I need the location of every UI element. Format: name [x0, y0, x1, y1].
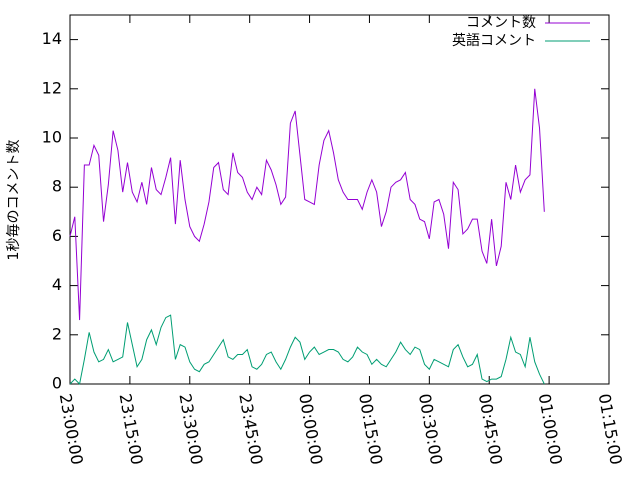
- y-tick-label: 10: [42, 128, 62, 147]
- y-axis-label: 1秒毎のコメント数: [6, 140, 22, 261]
- y-tick-label: 2: [52, 324, 62, 343]
- y-tick-label: 14: [42, 29, 62, 48]
- y-tick-label: 8: [52, 177, 62, 196]
- y-tick-label: 0: [52, 374, 62, 393]
- y-tick-label: 6: [52, 226, 62, 245]
- series-line: [69, 314, 545, 386]
- plot-border: [69, 14, 610, 385]
- legend-label: 英語コメント: [452, 32, 536, 49]
- series-line: [69, 88, 545, 321]
- legend-label: コメント数: [466, 15, 536, 31]
- y-tick-label: 12: [42, 78, 62, 97]
- y-tick-label: 4: [52, 275, 62, 294]
